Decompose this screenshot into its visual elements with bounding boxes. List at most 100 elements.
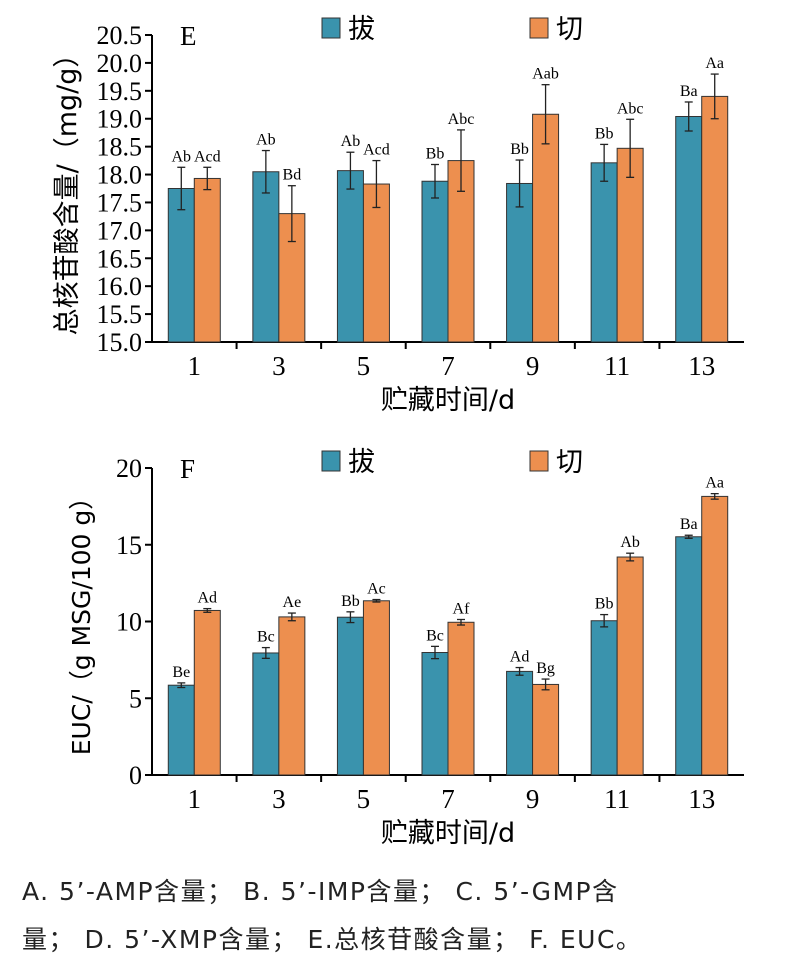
chart-f-x-tick-label: 13 <box>688 784 715 814</box>
chart-e-legend-label: 拔 <box>348 14 375 45</box>
chart-e-data-label: Abc <box>617 100 644 117</box>
chart-f-bar-pull <box>167 684 195 776</box>
chart-f-legend-label: 拔 <box>348 447 375 478</box>
chart-e-data-label: Bb <box>426 145 445 162</box>
chart-f-bar-cut <box>362 600 390 776</box>
chart-f-data-label: Ab <box>620 534 640 551</box>
chart-f-data-label: Bb <box>341 593 360 610</box>
chart-e-bar-pull <box>252 171 280 343</box>
chart-e-legend-label: 切 <box>556 14 583 45</box>
chart-f-bar-cut <box>193 609 221 776</box>
chart-e-y-tick-label: 17.5 <box>97 188 143 217</box>
chart-f-bar-cut <box>616 556 644 776</box>
chart-f-data-label: Ba <box>680 516 698 533</box>
chart-e-data-label: Ab <box>256 132 276 149</box>
chart-e-data-label: Acd <box>194 148 221 165</box>
chart-e-y-tick-label: 20.5 <box>97 21 143 50</box>
chart-e-bar-cut <box>532 113 560 343</box>
chart-f-data-label: Ad <box>198 590 218 607</box>
chart-f-data-label: Ac <box>367 581 386 598</box>
chart-f-bar-pull <box>252 652 280 776</box>
chart-e-bar-cut <box>193 177 221 343</box>
chart-e-bar-pull <box>167 188 195 343</box>
chart-e-panel-label: E <box>180 21 197 51</box>
caption-line-1: A. 5’-AMP含量； B. 5’-IMP含量； C. 5’-GMP含 <box>22 877 619 906</box>
chart-f-x-tick-label: 1 <box>188 784 202 814</box>
chart-e-bar-pull <box>336 170 364 343</box>
chart-e-data-label: Aab <box>532 66 559 83</box>
chart-f-y-tick-label: 5 <box>129 684 142 713</box>
chart-f-data-label: Aa <box>705 475 724 492</box>
chart-f-data-label: Bc <box>426 627 444 644</box>
chart-f-data-label: Af <box>453 601 471 618</box>
chart-e-legend-swatch-cut <box>529 17 549 39</box>
chart-f-data-label: Bb <box>595 596 614 613</box>
chart-f-legend-swatch-pull <box>321 450 341 472</box>
chart-f-y-tick-label: 20 <box>116 454 142 483</box>
caption-line-2: 量； D. 5’-XMP含量； E.总核苷酸含量； F. EUC。 <box>22 925 643 954</box>
chart-e-bar-pull <box>421 180 449 343</box>
chart-e-y-tick-label: 18.5 <box>97 133 143 162</box>
chart-e-bar-cut <box>616 147 644 343</box>
chart-f-x-tick-label: 3 <box>272 784 286 814</box>
chart-e-x-tick-label: 13 <box>688 351 715 381</box>
chart-e-x-tick-label: 11 <box>604 351 630 381</box>
chart-f-x-tick-label: 9 <box>526 784 540 814</box>
chart-e-y-axis-title: 总核苷酸含量/（mg/g） <box>52 41 83 336</box>
chart-f-x-axis-title: 贮藏时间/d <box>381 818 515 849</box>
chart-e-data-label: Aa <box>705 55 724 72</box>
chart-f-bar-pull <box>590 620 618 776</box>
chart-e-y-tick-label: 16.0 <box>97 272 143 301</box>
chart-f-y-axis-title: EUC/（g MSG/100 g） <box>67 485 96 756</box>
chart-e-bar-pull <box>590 162 618 343</box>
chart-f-data-label: Bg <box>536 660 555 677</box>
chart-f-x-tick-label: 11 <box>604 784 630 814</box>
chart-f-bar-pull <box>421 652 449 776</box>
chart-e-y-tick-label: 15.0 <box>97 328 143 357</box>
chart-e-bar-cut <box>701 95 729 343</box>
figure-caption: A. 5’-AMP含量； B. 5’-IMP含量； C. 5’-GMP含 量； … <box>22 868 792 964</box>
chart-f-y-tick-label: 0 <box>129 761 142 790</box>
chart-e-bar-pull <box>506 182 534 343</box>
chart-e-bar-cut <box>362 183 390 343</box>
chart-e-y-tick-label: 20.0 <box>97 49 143 78</box>
chart-e-x-axis-title: 贮藏时间/d <box>381 385 515 416</box>
chart-f-data-label: Ae <box>283 594 302 611</box>
chart-f-bar-cut <box>701 495 729 776</box>
chart-e-y-tick-label: 18.0 <box>97 161 143 190</box>
chart-f-data-label: Bc <box>257 629 275 646</box>
chart-e-data-label: Ab <box>172 148 192 165</box>
chart-e-data-label: Bb <box>510 141 529 158</box>
chart-e-bar-pull <box>675 115 703 343</box>
chart-e-legend-swatch-pull <box>321 17 341 39</box>
chart-f-data-label: Ad <box>510 649 530 666</box>
chart-e-data-label: Bd <box>283 167 302 184</box>
chart-e-x-tick-label: 5 <box>357 351 371 381</box>
chart-e-x-tick-label: 3 <box>272 351 286 381</box>
chart-e-y-tick-label: 19.5 <box>97 77 143 106</box>
chart-f-bar-pull <box>506 670 534 776</box>
chart-f-bar-cut <box>447 621 475 776</box>
chart-e-x-tick-label: 9 <box>526 351 540 381</box>
chart-f-bar-pull <box>336 616 364 776</box>
chart-f-x-tick-label: 7 <box>441 784 455 814</box>
chart-e-y-tick-label: 19.0 <box>97 105 143 134</box>
chart-e-data-label: Ba <box>680 83 698 100</box>
chart-e-data-label: Acd <box>363 142 390 159</box>
chart-f-panel-label: F <box>180 454 195 484</box>
chart-f-x-tick-label: 5 <box>357 784 371 814</box>
chart-e-y-tick-label: 17.0 <box>97 216 143 245</box>
chart-e-data-label: Ab <box>341 133 361 150</box>
chart-f-data-label: Be <box>172 664 190 681</box>
chart-e-x-tick-label: 1 <box>188 351 202 381</box>
chart-f-legend-label: 切 <box>556 447 583 478</box>
chart-e-y-tick-label: 15.5 <box>97 300 143 329</box>
chart-f-bar-cut <box>532 683 560 776</box>
chart-f-bar-cut <box>278 616 306 776</box>
chart-f-legend-swatch-cut <box>529 450 549 472</box>
chart-e-y-tick-label: 16.5 <box>97 244 143 273</box>
chart-e-data-label: Bb <box>595 125 614 142</box>
chart-e-data-label: Abc <box>448 111 475 128</box>
chart-f-y-tick-label: 15 <box>116 531 142 560</box>
